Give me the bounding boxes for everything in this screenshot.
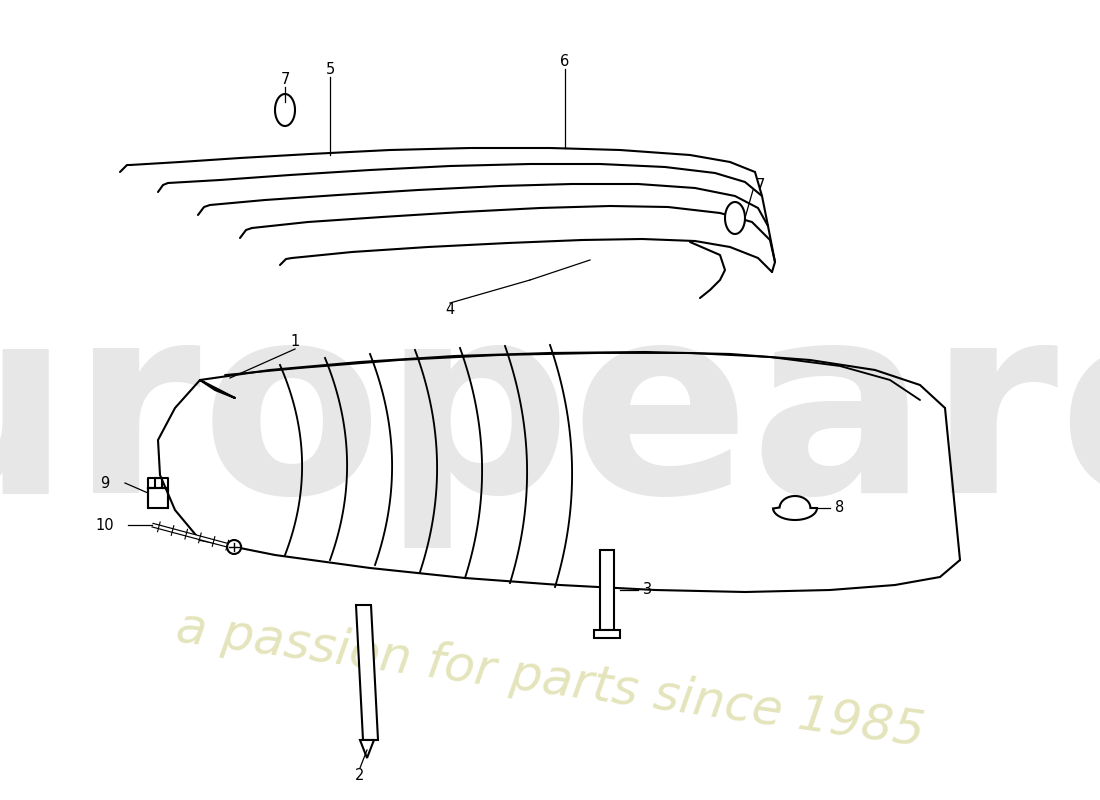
Text: 2: 2	[355, 767, 365, 782]
Text: 7: 7	[756, 178, 764, 193]
Polygon shape	[594, 630, 620, 638]
Polygon shape	[725, 202, 745, 234]
Circle shape	[227, 540, 241, 554]
Polygon shape	[600, 550, 614, 630]
Text: 6: 6	[560, 54, 570, 70]
Text: 4: 4	[446, 302, 454, 318]
Polygon shape	[275, 94, 295, 126]
Text: 9: 9	[100, 475, 110, 490]
Text: 8: 8	[835, 501, 845, 515]
Text: europeares: europeares	[0, 292, 1100, 548]
Polygon shape	[360, 740, 374, 758]
Text: 5: 5	[326, 62, 334, 78]
Polygon shape	[356, 605, 378, 740]
Text: 1: 1	[290, 334, 299, 350]
Text: a passion for parts since 1985: a passion for parts since 1985	[173, 604, 927, 756]
Text: 10: 10	[96, 518, 114, 533]
Text: 3: 3	[644, 582, 652, 598]
Polygon shape	[148, 488, 168, 508]
Polygon shape	[773, 496, 817, 520]
Text: 7: 7	[280, 73, 289, 87]
